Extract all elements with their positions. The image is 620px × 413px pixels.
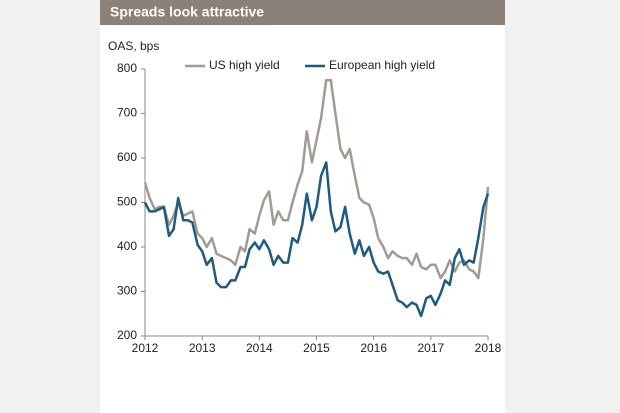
x-tick-label: 2014 (246, 341, 273, 355)
x-tick-label: 2018 (475, 341, 502, 355)
x-tick-label: 2012 (132, 341, 159, 355)
legend-label: US high yield (209, 58, 280, 72)
y-tick-label: 300 (117, 284, 137, 298)
series-line (143, 161, 490, 318)
y-tick-label: 700 (117, 106, 137, 120)
y-tick-label: 800 (117, 61, 137, 75)
header-bar (100, 0, 505, 25)
legend-label: European high yield (329, 58, 435, 72)
x-tick-label: 2017 (417, 341, 444, 355)
header-title: Spreads look attractive (110, 4, 264, 20)
y-axis-label: OAS, bps (108, 39, 159, 53)
x-tick-label: 2013 (189, 341, 216, 355)
y-tick-label: 200 (117, 328, 137, 342)
x-tick-label: 2016 (360, 341, 387, 355)
panel (100, 0, 505, 413)
x-tick-label: 2015 (303, 341, 330, 355)
series-line (143, 78, 490, 280)
y-tick-label: 500 (117, 195, 137, 209)
y-tick-label: 400 (117, 239, 137, 253)
y-tick-label: 600 (117, 150, 137, 164)
